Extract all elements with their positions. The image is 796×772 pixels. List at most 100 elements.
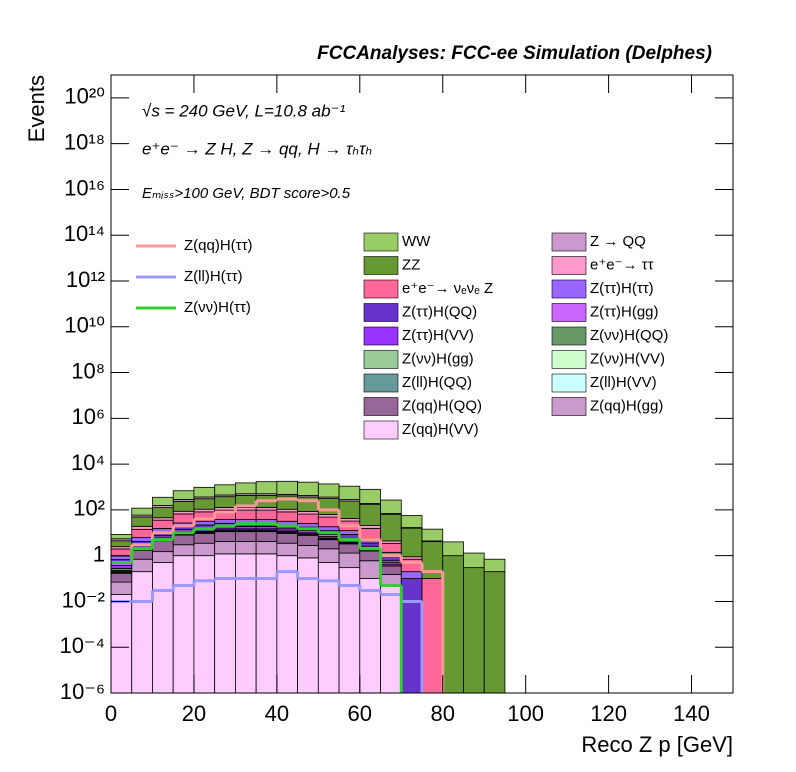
histogram-bar (193, 520, 216, 526)
signal-connector (130, 523, 403, 693)
x-tick-label: 140 (673, 701, 710, 726)
legend-swatch (363, 326, 399, 346)
legend-swatch (363, 232, 399, 252)
histogram-bar (380, 513, 402, 542)
histogram-bar (152, 540, 174, 553)
histogram-bar (380, 585, 402, 694)
histogram-bar (152, 519, 174, 529)
histogram-bar (152, 507, 174, 519)
legend-swatch (363, 420, 399, 440)
legend-label: Z(νν)H(VV) (590, 350, 665, 367)
histogram-bar (421, 578, 444, 694)
histogram-bar (338, 485, 361, 500)
histogram-bar (214, 553, 236, 694)
y-tick-label: 10²⁰ (64, 84, 105, 109)
legend-label: Z(νν)H(gg) (402, 350, 474, 367)
histogram-bar (193, 532, 216, 544)
histogram-bar (338, 530, 361, 535)
histogram-bar (234, 553, 257, 694)
legend-label: Z(νν)H(ττ) (184, 299, 251, 316)
histogram-bar (359, 550, 381, 562)
y-tick-label: 10¹⁰ (64, 313, 105, 338)
histogram-bar (338, 500, 361, 519)
histogram-bar (255, 481, 278, 495)
chart-title: FCCAnalyses: FCC-ee Simulation (Delphes) (317, 43, 712, 64)
legend-label: Z(ll)H(ττ) (184, 268, 243, 285)
histogram-bar (172, 534, 195, 546)
histogram-bar (421, 528, 444, 542)
x-tick-label: 0 (105, 701, 117, 726)
histogram-bar (483, 558, 506, 573)
histogram-bar (359, 560, 381, 579)
histogram-bar (131, 571, 153, 694)
histogram-bar (338, 543, 361, 554)
histogram-bar (276, 480, 299, 495)
legend-label: Z(ττ)H(QQ) (402, 303, 477, 320)
legend-label: ZZ (402, 256, 420, 273)
x-axis-label: Reco Z p [GeV] (581, 732, 733, 757)
histogram-bar (338, 552, 361, 569)
legend-label: e⁺e⁻→ νₑνₑ Z (402, 280, 493, 297)
legend-label: Z(ττ)H(gg) (590, 303, 659, 320)
histogram-bar (317, 498, 340, 515)
legend-label: Z(qq)H(ττ) (184, 237, 253, 254)
histogram-bar (234, 541, 257, 555)
histogram-bar (276, 511, 299, 522)
histogram-bar (172, 490, 195, 500)
histogram-bar (131, 516, 153, 527)
histogram-bar (380, 543, 402, 553)
histogram-bar (214, 531, 236, 542)
legend-swatch (551, 350, 587, 369)
histogram-bar (110, 594, 133, 694)
legend-label: Z(qq)H(VV) (402, 421, 479, 438)
histogram-bar (317, 516, 340, 528)
histogram-bar (172, 513, 195, 524)
y-tick-label: 1 (93, 541, 105, 566)
plot-frame (110, 74, 734, 694)
histogram-bar (297, 496, 319, 512)
histogram-bar (297, 513, 319, 524)
legend-swatch (363, 397, 399, 416)
histogram-bar (338, 534, 361, 540)
histogram-bar (255, 509, 278, 520)
histogram-bar (193, 555, 216, 694)
histogram-bar (400, 578, 423, 694)
histogram-bar (380, 565, 402, 575)
y-tick-label: 10¹⁶ (64, 175, 105, 200)
histogram-bar (317, 526, 340, 532)
histogram-bar (110, 572, 133, 583)
legend-swatch (551, 256, 587, 275)
x-tick-label: 120 (590, 701, 627, 726)
histogram-bar (193, 498, 216, 510)
histogram-bar (380, 574, 402, 586)
y-tick-label: 10⁸ (71, 358, 105, 383)
legend-label: Z(νν)H(QQ) (590, 327, 668, 344)
histogram-bar (152, 551, 174, 563)
legend-label: Z(ll)H(VV) (590, 374, 657, 391)
histogram-bar (214, 519, 236, 524)
histogram-bar (110, 565, 133, 569)
histogram-bar (359, 504, 381, 527)
legend-swatch (551, 397, 587, 416)
legend-swatch (551, 232, 587, 252)
legend-swatch (551, 373, 587, 393)
histogram-bar (276, 532, 299, 544)
histogram-bar (276, 555, 299, 694)
y-tick-label: 10² (73, 496, 105, 521)
legend-label: Z(qq)H(gg) (590, 397, 663, 414)
legend-label: Z(ττ)H(ττ) (590, 280, 654, 297)
histogram-bar (131, 558, 153, 573)
legend-label: Z(qq)H(QQ) (402, 397, 482, 414)
annotation: √s = 240 GeV, L=10.8 ab⁻¹ (142, 101, 346, 120)
y-tick-label: 10⁴ (71, 450, 105, 475)
y-axis-label: Events (24, 75, 49, 142)
histogram-bar (110, 534, 133, 540)
y-tick-label: 10¹⁴ (64, 221, 105, 246)
histogram-bar (359, 525, 381, 529)
legend-swatch (363, 303, 399, 322)
histogram-bar (234, 482, 257, 495)
legend-swatch (551, 279, 587, 299)
histogram-bar (131, 525, 153, 530)
legend-swatch (363, 350, 399, 369)
